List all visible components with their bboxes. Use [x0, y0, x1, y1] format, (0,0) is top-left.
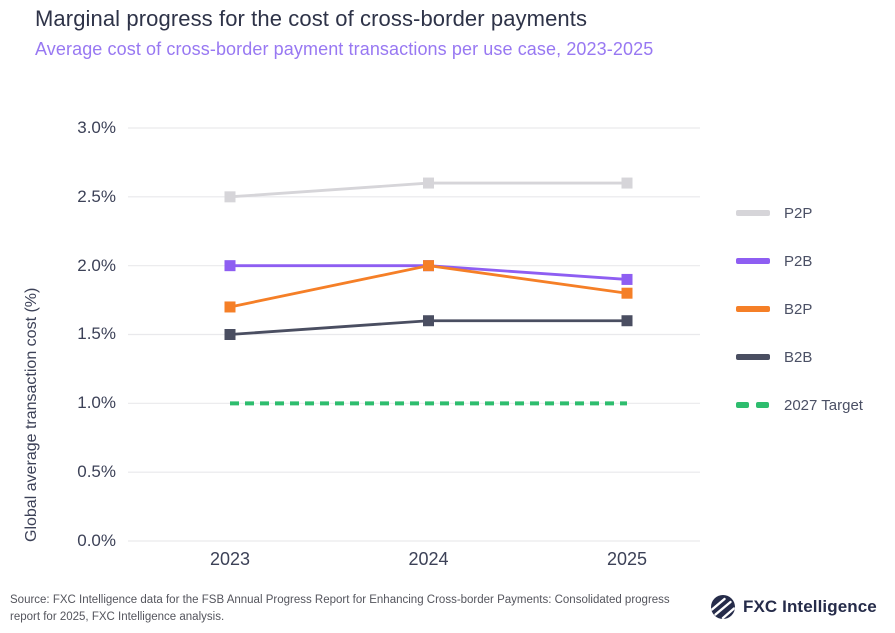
marker-p2p-2025 [621, 177, 633, 189]
y-tick-1-5-: 1.5% [77, 324, 116, 344]
marker-b2b-2024 [423, 315, 434, 327]
legend-item-p2b: P2B [736, 237, 863, 285]
legend-swatch-b2b [736, 354, 770, 360]
page-title: Marginal progress for the cost of cross-… [35, 6, 588, 31]
x-tick-2024: 2024 [408, 549, 449, 569]
series-line-b2p [229, 264, 628, 309]
legend-label-2027-target: 2027 Target [784, 396, 863, 414]
chart-legend: P2P P2B B2P B2B 2027 Target [736, 189, 863, 429]
legend-item-p2p: P2P [736, 189, 863, 237]
marker-p2p-2024 [423, 177, 434, 189]
y-tick-0-5-: 0.5% [77, 462, 116, 482]
y-tick-1-0-: 1.0% [77, 393, 116, 413]
marker-p2b-2023 [224, 260, 236, 272]
y-tick-2-0-: 2.0% [77, 255, 116, 275]
marker-b2p-2025 [621, 287, 633, 299]
marker-b2b-2023 [224, 328, 236, 340]
marker-p2b-2025 [621, 273, 633, 285]
x-axis-ticks: 2023 2024 2025 [0, 549, 720, 575]
line-chart: Global average transaction cost (%) 3.0%… [0, 100, 895, 580]
y-axis-ticks: 3.0% 2.5% 2.0% 1.5% 1.0% 0.5% 0.0% [0, 100, 116, 580]
legend-label-b2b: B2B [784, 348, 813, 366]
chart-footer: Source: FXC Intelligence data for the FS… [0, 589, 895, 633]
plot-area [128, 127, 700, 542]
chart-header: Marginal progress for the cost of cross-… [35, 6, 875, 60]
x-tick-2025: 2025 [606, 549, 648, 569]
legend-swatch-b2p [736, 306, 770, 312]
marker-p2p-2023 [224, 191, 236, 203]
legend-item-b2p: B2P [736, 285, 863, 333]
legend-label-b2p: B2P [784, 300, 813, 318]
legend-label-p2p: P2P [784, 204, 813, 222]
marker-b2p-2023 [224, 301, 236, 313]
legend-swatch-2027-target [736, 402, 770, 408]
marker-b2p-2024 [423, 260, 434, 272]
legend-swatch-p2p [736, 210, 770, 216]
page-subtitle: Average cost of cross-border payment tra… [35, 39, 654, 59]
x-tick-2023: 2023 [209, 549, 251, 569]
legend-swatch-p2b [736, 258, 770, 264]
marker-b2b-2025 [621, 315, 633, 327]
y-tick-0-0-: 0.0% [77, 531, 116, 550]
fxc-logo-text: FXC Intelligence [743, 597, 877, 616]
fxc-logo: FXC Intelligence [710, 594, 877, 620]
legend-item-2027-target: 2027 Target [736, 381, 863, 429]
legend-label-p2b: P2B [784, 252, 813, 270]
legend-item-b2b: B2B [736, 333, 863, 381]
y-tick-2-5-: 2.5% [77, 186, 116, 206]
source-note: Source: FXC Intelligence data for the FS… [10, 594, 670, 623]
y-tick-3-0-: 3.0% [77, 117, 116, 137]
fxc-logo-icon [711, 595, 735, 619]
